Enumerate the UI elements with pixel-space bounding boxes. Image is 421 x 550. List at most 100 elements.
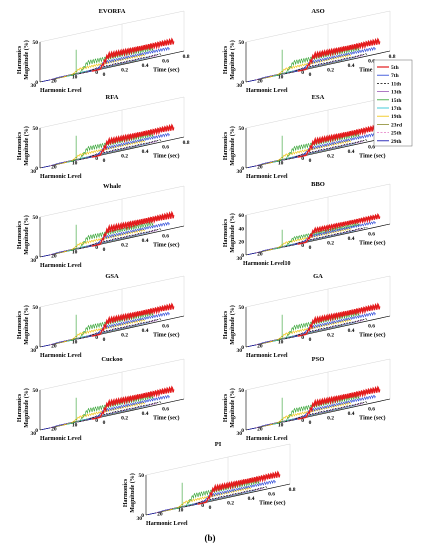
harmonic-tick-label: 30	[31, 431, 37, 437]
series-13th	[281, 320, 364, 340]
series-15th	[70, 46, 154, 76]
time-tick-label: 0.2	[121, 243, 128, 249]
time-tick-label: 0	[309, 420, 312, 426]
series-13th	[75, 141, 158, 161]
harmonic-tick-label: 10	[72, 160, 78, 166]
magnitude-tick-label: 0	[141, 513, 144, 519]
top-edge	[39, 275, 185, 308]
legend-label-11th: 11th	[391, 81, 401, 87]
series-15th	[70, 394, 154, 424]
harmonic-tick-label: 20	[157, 512, 163, 518]
legend-label-23rd: 23rd	[391, 122, 402, 128]
harmonic-tick-label: 10	[278, 339, 284, 345]
time-tick-label: 0.2	[327, 68, 334, 74]
harmonic-tick-label: 0	[301, 418, 304, 424]
magnitude-tick-label: 0	[241, 253, 244, 259]
series-5th	[297, 213, 381, 245]
harmonic-axis-label: Harmonic Level	[40, 353, 82, 359]
time-tick-label: 0.4	[348, 63, 355, 69]
harmonic-tick-label: 20	[51, 79, 57, 85]
harmonic-axis-label: Harmonic Level	[246, 353, 288, 359]
time-tick-label: 0.6	[162, 145, 169, 151]
top-edge	[245, 96, 391, 129]
top-edge	[245, 10, 391, 43]
series-5th	[197, 470, 281, 505]
chart-title: RFA	[106, 94, 119, 101]
time-tick-label: 0	[103, 420, 106, 426]
magnitude-tick-label: 50	[239, 305, 245, 311]
harmonic-tick-label: 10	[72, 249, 78, 255]
time-axis	[101, 136, 185, 156]
time-tick-label: 0.2	[327, 416, 334, 422]
series-13th	[75, 403, 158, 423]
harmonic-axis-label: Harmonic Level	[246, 174, 288, 180]
harmonic-tick-label: 30	[137, 516, 143, 522]
series-11th	[79, 401, 162, 423]
legend-label-17th: 17th	[391, 106, 401, 112]
magnitude-axis-label-line1: Harmonics	[223, 393, 229, 422]
series-15th	[276, 311, 360, 341]
time-axis	[307, 315, 391, 335]
harmonic-tick-label: 30	[31, 258, 37, 264]
harmonic-tick-label: 0	[95, 245, 98, 251]
time-tick-label: 0.4	[348, 328, 355, 334]
time-axis	[307, 50, 391, 70]
magnitude-tick-label: 0	[241, 428, 244, 434]
harmonic-axis-label: Harmonic Level	[40, 174, 82, 180]
time-axis-label: Time (sec)	[359, 415, 385, 422]
time-axis	[101, 315, 185, 335]
time-axis-label: Time (sec)	[153, 332, 179, 339]
time-axis-label: Time (sec)	[153, 415, 179, 422]
time-tick-label: 0.2	[121, 68, 128, 74]
time-axis-label: Time (sec)	[153, 242, 179, 249]
time-tick-label: 0.4	[142, 411, 149, 417]
harmonic-tick-label: 10	[178, 507, 184, 513]
time-axis	[101, 225, 185, 245]
time-tick-label: 0	[309, 337, 312, 343]
chart-title: PI	[215, 441, 222, 448]
series-13th	[181, 488, 264, 508]
magnitude-tick-label: 0	[35, 345, 38, 351]
magnitude-axis-label-line1: Harmonics	[17, 310, 23, 339]
series-5th	[297, 123, 381, 158]
magnitude-tick-label: 0	[241, 80, 244, 86]
time-tick-label: 0	[103, 72, 106, 78]
series-15th	[276, 394, 360, 424]
time-tick-label: 0.2	[121, 154, 128, 160]
harmonic-legend: 5th 7th 11th 13th 15th 17th 19th 23rd 25th 29th	[373, 59, 413, 147]
harmonic-tick-label: 0	[95, 156, 98, 162]
series-11th	[285, 318, 368, 340]
chart-title: Cuckoo	[101, 356, 122, 363]
magnitude-axis-label-line2: Magnitude (%)	[229, 305, 236, 345]
harmonic-tick-label: 20	[51, 165, 57, 171]
time-tick-label: 0.2	[121, 416, 128, 422]
series-11th	[285, 401, 368, 423]
time-axis-label: Time (sec)	[359, 153, 385, 160]
time-tick-label: 0.6	[368, 232, 375, 238]
legend-label-19th: 19th	[391, 114, 401, 120]
time-axis-label: Time (sec)	[153, 153, 179, 160]
time-axis-label: Time (sec)	[259, 500, 285, 507]
series-15th	[276, 46, 360, 76]
time-tick-label: 0.4	[348, 149, 355, 155]
harmonic-axis-label: Harmonic Level	[246, 436, 288, 442]
series-13th	[281, 55, 364, 75]
magnitude-axis-label-line1: Harmonics	[17, 220, 23, 249]
harmonic-tick-label: 20	[257, 165, 263, 171]
time-axis	[307, 223, 391, 243]
series-15th	[176, 479, 260, 509]
harmonic-tick-label: 30	[237, 169, 243, 175]
time-tick-label: 0.4	[142, 149, 149, 155]
magnitude-axis-label-line1: Harmonics	[223, 310, 229, 339]
chart-title: PSO	[312, 356, 325, 363]
chart-title: ASO	[311, 8, 324, 15]
series-11th	[285, 226, 368, 248]
magnitude-tick-label: 50	[33, 40, 39, 46]
series-11th	[79, 318, 162, 340]
time-tick-label: 0.2	[327, 333, 334, 339]
harmonic-tick-label: 20	[257, 427, 263, 433]
